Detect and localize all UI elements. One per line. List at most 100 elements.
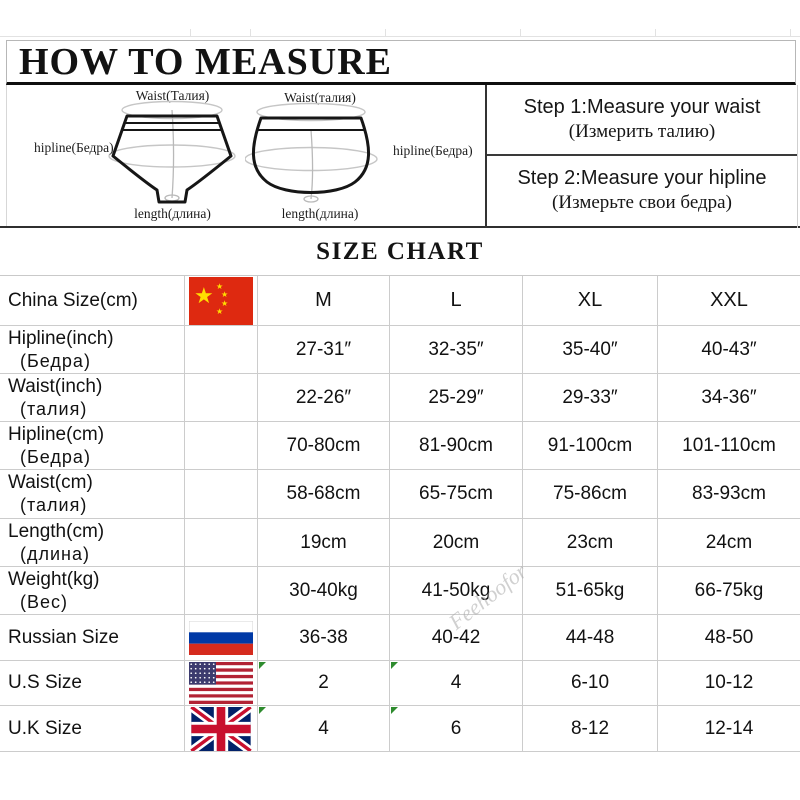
back-waist-label: Waist(талия) <box>284 90 356 105</box>
empty-cell <box>185 422 258 470</box>
empty-cell <box>185 519 258 567</box>
size-value: 32-35″ <box>390 326 523 374</box>
usa-flag-icon <box>185 661 258 706</box>
size-value: 34-36″ <box>658 374 800 422</box>
size-value: 35-40″ <box>523 326 658 374</box>
comment-marker <box>391 662 398 669</box>
empty-cell <box>185 567 258 615</box>
size-value: 91-100cm <box>523 422 658 470</box>
row-label-text: Hipline(cm) <box>8 423 105 445</box>
row-label: Waist(inch) (талия) <box>0 374 185 422</box>
size-value: 10-12 <box>658 661 800 706</box>
step-2-text-ru: (Измерьте свои бедра) <box>552 192 732 214</box>
row-label-text: Weight(kg) <box>8 568 100 590</box>
size-value: 101-110cm <box>658 422 800 470</box>
size-value: 25-29″ <box>390 374 523 422</box>
row-label: U.S Size <box>0 661 185 706</box>
size-column-header: XL <box>523 276 658 326</box>
size-value: 4 <box>390 661 523 706</box>
size-column-header: M <box>258 276 390 326</box>
size-value: 83-93cm <box>658 470 800 519</box>
front-waist-label: Waist(Талия) <box>135 88 210 103</box>
ghost-tick <box>655 29 656 37</box>
russia-flag-icon <box>185 615 258 661</box>
size-value: 30-40kg <box>258 567 390 615</box>
empty-cell <box>185 374 258 422</box>
size-value: 66-75kg <box>658 567 800 615</box>
row-label: Weight(kg) (Вес) <box>0 567 185 615</box>
row-sublabel: (талия) <box>20 495 88 516</box>
comment-marker <box>259 662 266 669</box>
size-value: 19cm <box>258 519 390 567</box>
comment-marker <box>259 707 266 714</box>
uk-flag-icon <box>185 706 258 752</box>
row-label-text: Russian Size <box>8 626 119 648</box>
row-sublabel: (талия) <box>20 398 88 419</box>
row-label-text: U.S Size <box>8 672 82 694</box>
ghost-tick <box>520 29 521 37</box>
step-2: Step 2:Measure your hipline (Измерьте св… <box>487 156 797 227</box>
front-length-label: length(длина) <box>134 206 211 221</box>
row-label: China Size(cm) <box>0 276 185 326</box>
size-value: 58-68cm <box>258 470 390 519</box>
step-2-text: Step 2:Measure your hipline <box>517 167 767 190</box>
row-sublabel: (Вес) <box>20 591 69 612</box>
size-value: 41-50kg <box>390 567 523 615</box>
row-label: Waist(cm) (талия) <box>0 470 185 519</box>
size-value: 27-31″ <box>258 326 390 374</box>
size-value: 23cm <box>523 519 658 567</box>
size-column-header: L <box>390 276 523 326</box>
row-label-text: U.K Size <box>8 717 82 739</box>
step-1-text-ru: (Измерить талию) <box>568 120 716 142</box>
briefs-front-diagram-icon <box>108 100 236 204</box>
size-value: 20cm <box>390 519 523 567</box>
svg-text:★: ★ <box>221 299 228 308</box>
ghost-tick <box>190 29 191 37</box>
comment-marker <box>391 707 398 714</box>
size-value: 40-42 <box>390 615 523 661</box>
size-value: 40-43″ <box>658 326 800 374</box>
size-value: 22-26″ <box>258 374 390 422</box>
briefs-back-diagram-icon <box>245 102 378 203</box>
row-label: Hipline(cm) (Бедра) <box>0 422 185 470</box>
row-label: Length(cm) (длина) <box>0 519 185 567</box>
row-sublabel: (Бедра) <box>20 350 91 371</box>
row-label: Hipline(inch) (Бедра) <box>0 326 185 374</box>
back-hipline-label: hipline(Бедра) <box>393 143 473 158</box>
size-value: 44-48 <box>523 615 658 661</box>
size-value: 51-65kg <box>523 567 658 615</box>
size-value: 65-75cm <box>390 470 523 519</box>
empty-cell <box>185 470 258 519</box>
row-label-text: China Size(cm) <box>8 289 138 311</box>
svg-text:★: ★ <box>216 307 223 316</box>
empty-cell <box>185 326 258 374</box>
size-value: 70-80cm <box>258 422 390 470</box>
size-chart-title: SIZE CHART <box>316 237 484 265</box>
svg-text:★: ★ <box>194 284 214 309</box>
step-1: Step 1:Measure your waist (Измерить тали… <box>487 85 797 156</box>
size-value: 8-12 <box>523 706 658 752</box>
row-label-text: Hipline(inch) <box>8 327 114 349</box>
size-value: 75-86cm <box>523 470 658 519</box>
svg-text:★: ★ <box>216 282 223 291</box>
row-label: U.K Size <box>0 706 185 752</box>
back-length-label: length(длина) <box>281 206 359 221</box>
measure-section: Waist(Талия) hipline(Бедра) length(длина… <box>0 85 800 228</box>
size-value: 29-33″ <box>523 374 658 422</box>
page-title: HOW TO MEASURE <box>19 40 392 83</box>
row-sublabel: (длина) <box>20 543 90 564</box>
ghost-tick <box>385 29 386 37</box>
china-flag-icon: ★ ★ ★ ★ ★ <box>185 276 258 326</box>
size-value: 6-10 <box>523 661 658 706</box>
row-label-text: Waist(cm) <box>8 472 93 494</box>
row-label-text: Length(cm) <box>8 520 105 542</box>
size-table: China Size(cm) ★ ★ ★ ★ ★ M L XL XXL Hipl… <box>0 276 800 752</box>
size-value: 81-90cm <box>390 422 523 470</box>
ghost-tick <box>790 29 791 37</box>
measure-steps-box: Step 1:Measure your waist (Измерить тали… <box>485 85 798 228</box>
size-chart-title-row: SIZE CHART <box>0 228 800 276</box>
ghost-gridline <box>0 36 800 37</box>
step-1-text: Step 1:Measure your waist <box>523 95 761 118</box>
ghost-tick <box>250 29 251 37</box>
